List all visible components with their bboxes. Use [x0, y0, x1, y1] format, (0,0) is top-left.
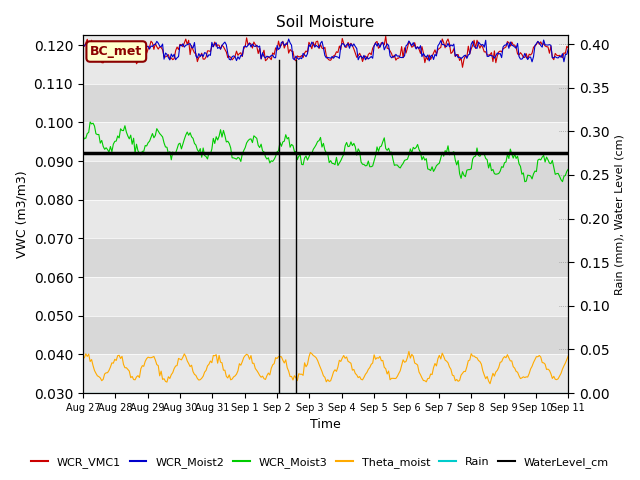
Bar	[83, 200, 568, 239]
Y-axis label: Rain (mm), Water Level (cm): Rain (mm), Water Level (cm)	[615, 134, 625, 295]
Bar	[83, 161, 568, 200]
Bar	[83, 45, 568, 84]
Bar	[83, 277, 568, 316]
Title: Soil Moisture: Soil Moisture	[276, 15, 375, 30]
Bar	[83, 354, 568, 393]
Y-axis label: VWC (m3/m3): VWC (m3/m3)	[15, 170, 28, 258]
Bar	[83, 122, 568, 161]
Legend: WCR_VMC1, WCR_Moist2, WCR_Moist3, Theta_moist, Rain, WaterLevel_cm: WCR_VMC1, WCR_Moist2, WCR_Moist3, Theta_…	[27, 452, 613, 472]
Text: BC_met: BC_met	[90, 45, 143, 58]
Bar	[83, 316, 568, 354]
X-axis label: Time: Time	[310, 419, 341, 432]
Bar	[83, 239, 568, 277]
Bar	[83, 84, 568, 122]
